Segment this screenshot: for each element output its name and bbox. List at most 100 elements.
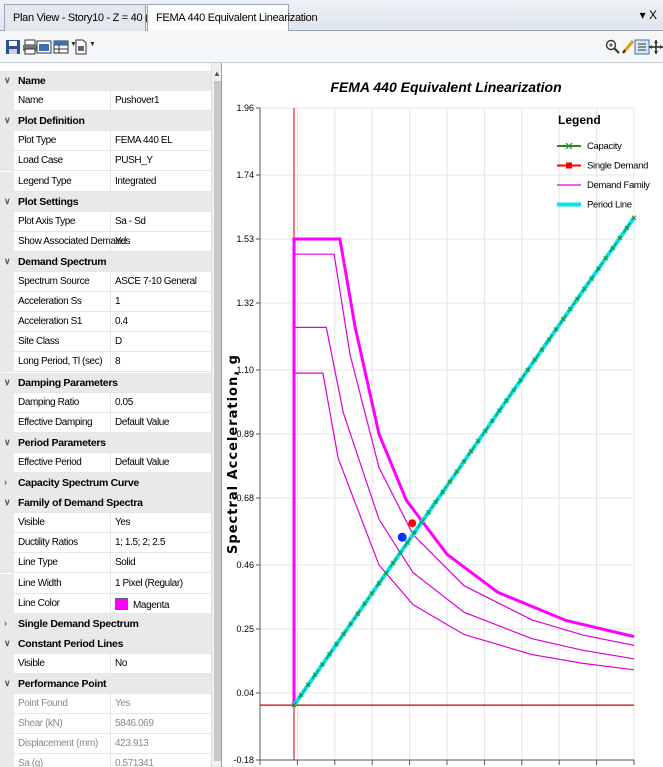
section-plot-definition[interactable]: ∨ Plot Definition bbox=[0, 111, 211, 132]
capacity-marker bbox=[539, 347, 545, 353]
property-value[interactable]: FEMA 440 EL bbox=[115, 135, 173, 147]
property-value[interactable]: Pushover1 bbox=[115, 95, 160, 107]
collapse-icon[interactable]: ∨ bbox=[4, 497, 11, 508]
property-row-effective-period[interactable]: Effective Period Default Value bbox=[0, 452, 211, 473]
property-value[interactable]: Yes bbox=[115, 517, 131, 529]
property-row-load-case[interactable]: Load Case PUSH_Y bbox=[0, 151, 211, 172]
collapse-icon[interactable]: ∨ bbox=[4, 115, 11, 126]
property-row-name[interactable]: Name Pushover1 bbox=[0, 91, 211, 112]
property-row-shear-kn[interactable]: Shear (kN) 5846.069 bbox=[0, 714, 211, 735]
row-gutter bbox=[0, 211, 14, 231]
capacity-marker bbox=[334, 641, 339, 647]
save-icon[interactable] bbox=[5, 39, 21, 55]
collapse-icon[interactable]: ∨ bbox=[4, 678, 11, 688]
property-row-plot-axis-type[interactable]: Plot Axis Type Sa - Sd bbox=[0, 211, 211, 232]
property-value[interactable]: Yes bbox=[115, 235, 131, 247]
property-row-line-type[interactable]: Line Type Solid bbox=[0, 553, 211, 574]
property-value[interactable]: 5846.069 bbox=[115, 718, 154, 730]
property-row-legend-type[interactable]: Legend Type Integrated bbox=[0, 171, 211, 192]
property-value[interactable]: Default Value bbox=[115, 456, 170, 468]
collapse-icon[interactable]: ∨ bbox=[4, 195, 11, 206]
section-demand-spectrum[interactable]: ∨ Demand Spectrum bbox=[0, 251, 211, 272]
capacity-marker bbox=[631, 215, 637, 221]
column-divider bbox=[110, 513, 111, 533]
property-value[interactable]: 1 bbox=[115, 296, 121, 308]
property-value[interactable]: Default Value bbox=[115, 416, 170, 428]
property-row-long-period-tl-sec[interactable]: Long Period, Tl (sec) 8 bbox=[0, 352, 211, 373]
property-value[interactable]: Sa - Sd bbox=[115, 215, 146, 227]
color-swatch[interactable] bbox=[115, 597, 128, 610]
scroll-up-icon[interactable]: ▲ bbox=[213, 69, 221, 78]
property-grid-scrollbar[interactable]: ▲ bbox=[211, 63, 221, 767]
export-dropdown-icon[interactable]: ▼ bbox=[89, 41, 96, 48]
property-label: Damping Ratio bbox=[18, 396, 79, 408]
property-row-plot-type[interactable]: Plot Type FEMA 440 EL bbox=[0, 131, 211, 152]
capacity-marker bbox=[553, 327, 559, 332]
property-value[interactable]: 1; 1.5; 2; 2.5 bbox=[115, 537, 165, 549]
property-value[interactable]: 1 Pixel (Regular) bbox=[115, 577, 183, 589]
export-icon[interactable] bbox=[73, 39, 89, 55]
property-value[interactable]: 0.4 bbox=[115, 316, 128, 328]
section-capacity-spectrum-curve[interactable]: › Capacity Spectrum Curve bbox=[0, 473, 211, 494]
property-row-site-class[interactable]: Site Class D bbox=[0, 332, 211, 353]
property-value[interactable]: Yes bbox=[115, 698, 131, 710]
expand-icon[interactable]: › bbox=[4, 477, 7, 487]
tab-plan-view[interactable]: Plan View - Story10 - Z = 40 (m) bbox=[4, 4, 161, 31]
property-row-visible[interactable]: Visible No bbox=[0, 653, 211, 674]
collapse-icon[interactable]: ∨ bbox=[4, 75, 11, 85]
property-value[interactable]: Magenta bbox=[115, 597, 170, 611]
section-constant-period-lines[interactable]: ∨ Constant Period Lines bbox=[0, 633, 211, 654]
section-damping-parameters[interactable]: ∨ Damping Parameters bbox=[0, 372, 211, 393]
zoom-icon[interactable] bbox=[605, 39, 621, 55]
column-divider bbox=[110, 553, 111, 573]
column-divider bbox=[110, 714, 111, 734]
scroll-thumb[interactable] bbox=[214, 81, 221, 761]
collapse-icon[interactable]: ∨ bbox=[4, 436, 11, 447]
property-row-show-associated-demand[interactable]: Show Associated Demand Yes bbox=[0, 231, 211, 252]
section-performance-point[interactable]: ∨ Performance Point bbox=[0, 674, 211, 695]
print-icon[interactable] bbox=[22, 39, 38, 55]
property-value[interactable]: D bbox=[115, 336, 122, 348]
column-divider bbox=[110, 452, 111, 472]
pan-icon[interactable] bbox=[648, 39, 663, 55]
property-row-visible[interactable]: Visible Yes bbox=[0, 513, 211, 534]
pencil-icon[interactable] bbox=[620, 39, 636, 55]
property-row-line-width[interactable]: Line Width 1 Pixel (Regular) bbox=[0, 573, 211, 594]
property-value[interactable]: 0.05 bbox=[115, 396, 133, 408]
section-family-of-demand-spectra[interactable]: ∨ Family of Demand Spectra bbox=[0, 493, 211, 514]
property-row-damping-ratio[interactable]: Damping Ratio 0.05 bbox=[0, 392, 211, 413]
property-value[interactable]: 8 bbox=[115, 356, 121, 368]
property-value[interactable]: Solid bbox=[115, 557, 136, 569]
property-row-ductility-ratios[interactable]: Ductility Ratios 1; 1.5; 2; 2.5 bbox=[0, 533, 211, 554]
property-row-line-color[interactable]: Line Color Magenta bbox=[0, 593, 211, 614]
tab-fema-440[interactable]: FEMA 440 Equivalent Linearization bbox=[147, 4, 318, 32]
property-row-displacement-mm[interactable]: Displacement (mm) 423.913 bbox=[0, 734, 211, 755]
property-value[interactable]: PUSH_Y bbox=[115, 155, 153, 167]
property-row-acceleration-s1[interactable]: Acceleration S1 0.4 bbox=[0, 312, 211, 333]
property-value[interactable]: 423.913 bbox=[115, 738, 149, 750]
chart-style-icon[interactable] bbox=[36, 39, 52, 55]
property-row-effective-damping[interactable]: Effective Damping Default Value bbox=[0, 412, 211, 433]
table-icon[interactable] bbox=[53, 39, 69, 55]
table-dropdown-icon[interactable]: ▼ bbox=[70, 41, 77, 48]
section-title: Capacity Spectrum Curve bbox=[18, 477, 139, 489]
section-single-demand-spectrum[interactable]: › Single Demand Spectrum bbox=[0, 613, 211, 634]
property-row-sa-g[interactable]: Sa (g) 0.571341 bbox=[0, 754, 211, 767]
section-name[interactable]: ∨ Name bbox=[0, 71, 211, 92]
property-value[interactable]: ASCE 7-10 General bbox=[115, 276, 197, 287]
property-row-acceleration-ss[interactable]: Acceleration Ss 1 bbox=[0, 292, 211, 313]
section-plot-settings[interactable]: ∨ Plot Settings bbox=[0, 191, 211, 212]
collapse-icon[interactable]: ∨ bbox=[4, 255, 11, 266]
property-value[interactable]: Integrated bbox=[115, 175, 157, 187]
section-period-parameters[interactable]: ∨ Period Parameters bbox=[0, 432, 211, 453]
property-value[interactable]: 0.571341 bbox=[115, 758, 154, 767]
y-tick-label: 1.74 bbox=[236, 170, 254, 180]
property-value[interactable]: No bbox=[115, 657, 127, 669]
tab-menu-close-button[interactable]: ▾ X bbox=[639, 8, 657, 22]
capacity-marker bbox=[369, 591, 375, 596]
expand-icon[interactable]: › bbox=[4, 617, 7, 628]
property-row-spectrum-source[interactable]: Spectrum Source ASCE 7-10 General bbox=[0, 272, 211, 293]
property-row-point-found[interactable]: Point Found Yes bbox=[0, 694, 211, 715]
collapse-icon[interactable]: ∨ bbox=[4, 637, 11, 648]
collapse-icon[interactable]: ∨ bbox=[4, 376, 11, 387]
